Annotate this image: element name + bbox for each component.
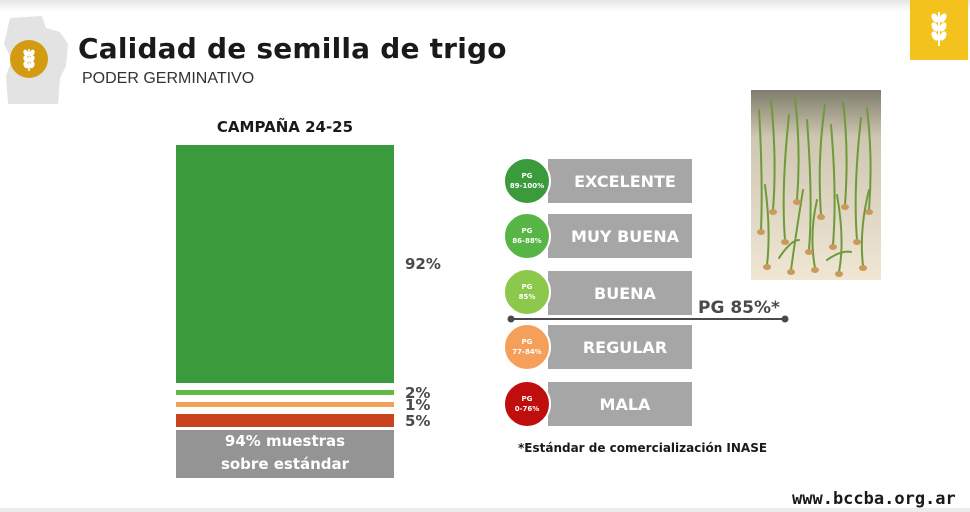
category-buena: BUENA (548, 271, 692, 315)
reference-label: PG 85%* (698, 298, 780, 318)
summary-line-1: 94% muestras (224, 432, 346, 450)
segment-excelente (176, 145, 394, 384)
data-label: 92% (405, 255, 441, 274)
category-label: MUY BUENA (571, 226, 679, 246)
data-label: 1% (405, 395, 431, 414)
summary-line-2: sobre estándar (220, 455, 350, 473)
page-title: Calidad de semilla de trigo (78, 32, 507, 65)
wheat-icon (10, 40, 48, 78)
badge-prefix: PG (521, 395, 533, 403)
badge-prefix: PG (521, 172, 533, 180)
category-excelente: EXCELENTE (548, 159, 692, 203)
top-bar (0, 0, 970, 12)
data-label: 2% (405, 383, 431, 402)
chart-title: CAMPAÑA 24-25 (216, 118, 354, 136)
category-label: MALA (599, 394, 651, 414)
website-link[interactable]: www.bccba.org.ar (792, 489, 956, 509)
page-subtitle: PODER GERMINATIVO (82, 70, 255, 87)
badge-muy-buena: PG 86-88% (503, 212, 551, 260)
segment-regular (176, 402, 394, 408)
segment-buena (176, 390, 394, 396)
badge-excelente: PG 89-100% (503, 157, 551, 205)
badge-buena: PG 85% (503, 268, 551, 316)
badge-range: 86-88% (512, 237, 542, 245)
germination-photo (751, 90, 881, 280)
badge-prefix: PG (521, 338, 533, 346)
category-muy-buena: MUY BUENA (548, 214, 692, 258)
wheat-icon (910, 0, 968, 60)
badge-prefix: PG (521, 227, 533, 235)
badge-prefix: PG (521, 283, 533, 291)
reference-line (507, 315, 789, 323)
footnote: *Estándar de comercialización INASE (518, 441, 768, 455)
standard-summary-box: 94% muestras sobre estándar (176, 430, 394, 478)
category-regular: REGULAR (548, 325, 692, 369)
category-label: REGULAR (582, 337, 668, 357)
badge-range: 89-100% (509, 182, 545, 190)
badge-range: 0-76% (514, 405, 540, 413)
badge-regular: PG 77-84% (503, 323, 551, 371)
category-label: EXCELENTE (574, 171, 676, 191)
bottom-bar (0, 508, 970, 512)
badge-range: 77-84% (512, 348, 542, 356)
segment-mala (176, 414, 394, 428)
category-label: BUENA (594, 283, 656, 303)
data-label: 5% (405, 411, 431, 430)
category-mala: MALA (548, 382, 692, 426)
badge-range: 85% (518, 293, 536, 301)
badge-mala: PG 0-76% (503, 380, 551, 428)
